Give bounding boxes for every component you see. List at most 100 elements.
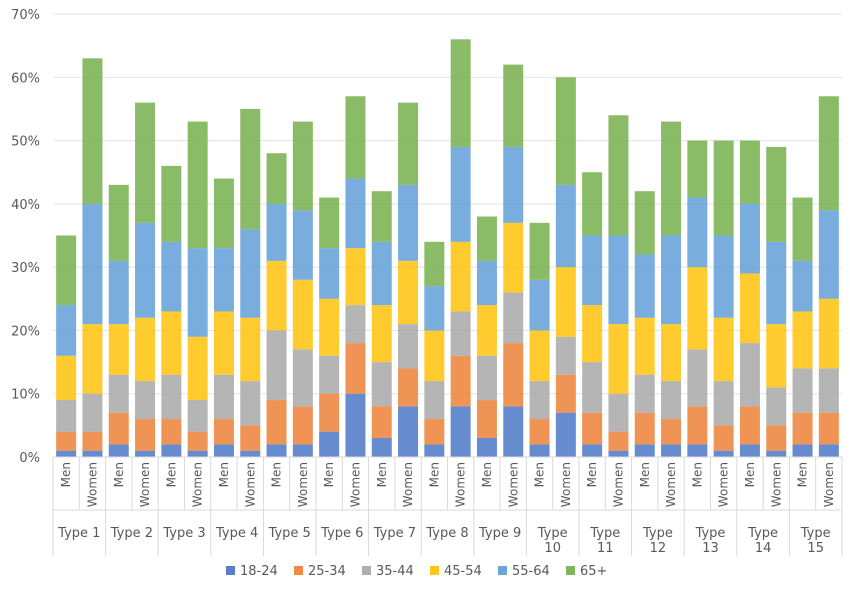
legend-label: 25-34 [308,564,346,579]
bar-segment [292,210,313,280]
gender-label: Women [138,462,152,507]
bar-segment [187,121,208,249]
bar-segment [687,406,708,445]
gender-label: Women [454,462,468,507]
bar-segment [661,444,682,457]
bar-segment [608,431,629,451]
bar-segment [424,444,445,457]
bar-segment [687,197,708,268]
bar-segment [371,305,392,363]
bar-segment [766,241,787,325]
bar-segment [398,184,419,261]
bar-segment [739,444,760,457]
bar-segment [292,279,313,350]
group-label: Type 10 [537,526,568,556]
gender-label: Women [243,462,257,507]
bar-segment [266,444,287,457]
bar-segment [371,241,392,306]
bar-segment [319,197,340,249]
bar-segment [818,96,839,211]
bar-segment [582,172,603,236]
bar-segment [661,121,682,236]
legend-swatch [226,566,235,575]
bar-segment [108,184,129,261]
bar-segment [371,362,392,407]
y-tick-label: 70% [11,8,40,23]
bar-segment [345,305,366,344]
bar-segment [371,406,392,439]
bar-segment [766,146,787,242]
group-label: Type 8 [425,526,468,541]
bar-segment [766,425,787,451]
bar-segment [634,317,655,375]
bar-segment [56,235,77,306]
bar-segment [319,431,340,457]
gender-label: Women [348,462,362,507]
bar-segment [792,260,813,312]
gender-label: Women [85,462,99,507]
bar-segment [266,260,287,331]
bar-segment [266,330,287,401]
bar-segment [187,248,208,337]
bar-segment [82,450,103,457]
bar-segment [161,311,182,375]
bar-segment [398,406,419,457]
bar-segment [476,216,497,261]
bar-segment [529,381,550,420]
group-label: Type 14 [747,526,778,556]
gender-label: Men [638,462,652,487]
bar-segment [555,267,576,337]
bar-segment [792,444,813,457]
bar-segment [161,444,182,457]
legend-label: 45-54 [444,564,482,579]
bar-segment [424,419,445,445]
bar-segment [476,260,497,306]
gender-label: Men [690,462,704,487]
gender-label: Men [270,462,284,487]
bar-segment [345,248,366,306]
gender-label: Women [769,462,783,507]
bar-segment [476,305,497,356]
bar-segment [213,419,234,445]
bar-segment [634,191,655,255]
y-tick-label: 10% [11,388,40,403]
bar-segment [56,400,77,432]
group-label: Type 5 [268,526,311,541]
bar-segment [529,222,550,280]
bar-segment [135,222,156,318]
bar-segment [555,412,576,457]
legend-swatch [362,566,371,575]
legend-swatch [566,566,575,575]
bar-segment [687,349,708,407]
gridlines [53,13,842,395]
bar-segment [345,96,366,179]
bar-segment [240,425,261,451]
bar-segment [582,362,603,413]
bar-segment [187,431,208,451]
bar-segment [424,286,445,331]
bar-segment [82,431,103,451]
legend-swatch [294,566,303,575]
bar-segment [766,450,787,457]
bar-stacks [56,39,839,457]
bar-segment [529,444,550,457]
y-tick-label: 50% [11,135,40,150]
legend: 18-24 25-34 35-44 45-54 55-64 65+ [226,564,607,579]
group-label: Type 11 [589,526,620,556]
bar-segment [398,324,419,369]
gender-label: Women [506,462,520,507]
bar-segment [739,406,760,445]
bar-segment [503,343,524,407]
bar-segment [634,374,655,413]
bar-segment [213,311,234,375]
bar-segment [476,355,497,401]
bar-segment [713,425,734,451]
gender-label: Men [533,462,547,487]
bar-segment [582,412,603,445]
bar-segment [713,450,734,457]
bar-segment [82,58,103,204]
bar-segment [213,444,234,457]
bar-segment [792,368,813,413]
bar-segment [345,393,366,457]
